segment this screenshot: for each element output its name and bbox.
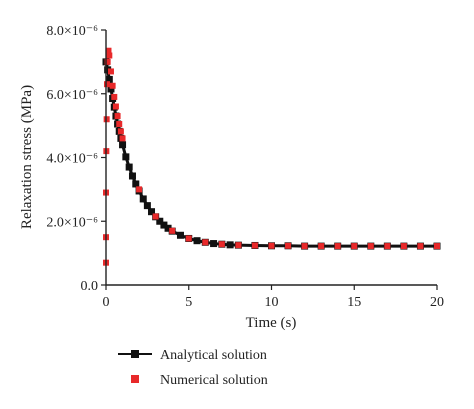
legend-label-analytical: Analytical solution [160,348,267,363]
numerical-solution-point [117,128,124,135]
numerical-solution-point [301,243,308,250]
x-tick-label: 20 [430,295,444,310]
numerical-solution-point [434,243,440,250]
legend-item-analytical: Analytical solution [118,348,267,363]
x-axis-ticks: 0 5 10 15 20 [103,285,444,310]
numerical-solution-point [268,242,275,249]
numerical-solution-point [111,93,118,100]
y-axis-ticks: 0.0 2.0×10⁻⁶ 4.0×10⁻⁶ 6.0×10⁻⁶ 8.0×10⁻⁶ [46,24,106,294]
y-tick-label: 4.0×10⁻⁶ [46,152,98,167]
analytical-solution-point [107,85,115,93]
numerical-solution-point [400,243,407,250]
numerical-solution-point [285,242,292,249]
legend-item-numerical: Numerical solution [131,373,268,388]
analytical-solution-point [105,75,113,83]
numerical-solution-point [107,68,114,75]
numerical-solution-point [218,241,225,248]
legend: Analytical solution Numerical solution [118,348,268,388]
numerical-solution-point [185,235,192,242]
analytical-solution-point [119,141,127,149]
numerical-solution-point [152,213,159,220]
numerical-solution-point [367,243,374,250]
numerical-solution-point [318,243,325,250]
numerical-solution-point [116,121,123,128]
analytical-solution-point [128,172,136,180]
numerical-solution-point [251,242,258,249]
numerical-solution-point [109,82,116,89]
analytical-solution-point [210,240,218,248]
analytical-solution-point [160,221,168,229]
numerical-solution-point [136,186,143,193]
numerical-solution-point [169,227,176,234]
numerical-solution-point [384,243,391,250]
analytical-solution-point [226,241,234,249]
legend-marker-analytical [131,350,139,358]
analytical-solution-point [193,237,201,245]
analytical-solution-point [143,202,151,210]
y-tick-label: 6.0×10⁻⁶ [46,88,98,103]
y-axis-title: Relaxation stress (MPa) [19,85,35,229]
analytical-solution-point [139,195,147,203]
analytical-solution-point [164,224,172,232]
numerical-solution-point [104,58,111,65]
analytical-solution-point [148,208,156,216]
analytical-solution-point [156,217,164,225]
numerical-solution-point [114,113,121,120]
analytical-solution-point [122,153,130,161]
legend-label-numerical: Numerical solution [160,373,268,388]
x-tick-label: 10 [265,295,279,310]
numerical-solution-point [334,243,341,250]
x-tick-label: 0 [103,295,110,310]
x-tick-label: 15 [347,295,361,310]
numerical-solution-point [235,242,242,249]
analytical-solution-point [132,180,140,188]
numerical-solution-point [417,243,424,250]
plot-area [102,47,441,266]
x-tick-label: 5 [185,295,192,310]
analytical-solution-point [104,66,112,74]
x-axis-title: Time (s) [246,315,297,331]
numerical-solution-point [119,135,126,142]
numerical-solution-point [112,103,119,110]
analytical-solution-point [125,163,133,171]
numerical-solution-point [103,81,110,88]
numerical-solution-point [351,243,358,250]
y-tick-label: 2.0×10⁻⁶ [46,215,98,230]
legend-marker-numerical [131,375,139,383]
y-tick-label: 0.0 [81,279,99,294]
numerical-solution-point [105,47,112,54]
numerical-solution-point [106,52,113,59]
analytical-solution-point [176,231,184,239]
y-tick-label: 8.0×10⁻⁶ [46,24,98,39]
numerical-solution-point [202,239,209,246]
